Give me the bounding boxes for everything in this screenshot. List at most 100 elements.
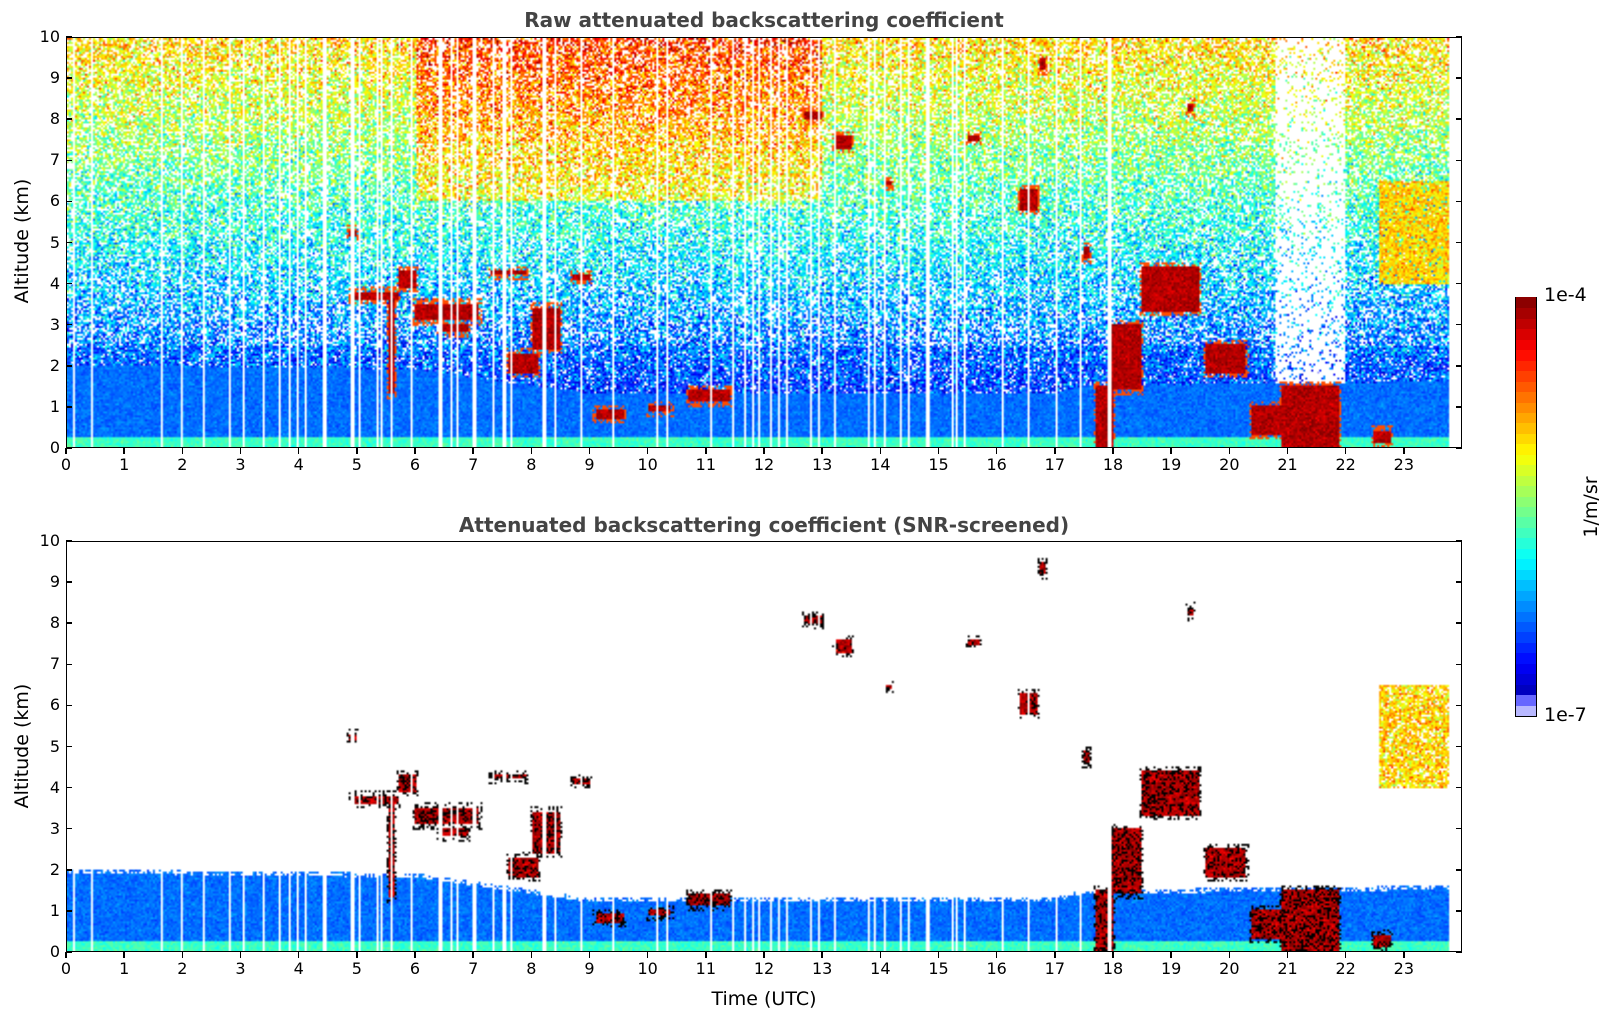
screened-backscatter-heatmap	[66, 541, 1462, 952]
plot1-title: Raw attenuated backscattering coefficien…	[524, 8, 1004, 32]
x-tick-label: 8	[526, 959, 537, 978]
y-tick-mark	[66, 406, 72, 408]
plot2-xlabel: Time (UTC)	[711, 988, 817, 1010]
y-tick-label: 8	[49, 109, 60, 129]
colorbar-segment	[1516, 328, 1536, 340]
x-tick-mark	[297, 952, 300, 958]
x-tick-label: 22	[1335, 959, 1356, 978]
x-tick-label: 12	[753, 455, 775, 474]
y-tick-label: 10	[39, 27, 60, 46]
y-tick-label: 5	[49, 736, 60, 756]
y-tick-label: 6	[49, 695, 60, 715]
y-tick-mark	[1456, 745, 1462, 748]
x-tick-label: 4	[293, 455, 304, 474]
y-tick-mark	[66, 159, 72, 162]
x-tick-label: 6	[409, 455, 421, 474]
colorbar-min-label: 1e-7	[1544, 704, 1587, 726]
y-tick-mark	[66, 581, 72, 583]
y-tick-mark	[66, 910, 72, 912]
x-tick-mark	[879, 952, 882, 958]
x-tick-mark	[181, 952, 184, 958]
colorbar-segment	[1516, 422, 1536, 434]
x-tick-label: 23	[1393, 959, 1414, 978]
x-tick-label: 14	[870, 959, 891, 978]
x-tick-mark	[763, 448, 765, 454]
y-tick-mark	[1456, 447, 1462, 449]
x-tick-mark	[1054, 952, 1056, 958]
colorbar-segment	[1516, 704, 1536, 716]
colorbar-segment	[1516, 672, 1536, 685]
y-tick-mark	[1456, 200, 1462, 203]
y-tick-mark	[66, 282, 72, 285]
x-tick-label: 2	[177, 455, 188, 474]
y-tick-mark	[1456, 36, 1462, 38]
colorbar-max-label: 1e-4	[1544, 284, 1587, 306]
y-tick-label: 1	[49, 900, 60, 920]
x-tick-mark	[1286, 952, 1289, 958]
x-tick-label: 9	[584, 959, 595, 978]
y-tick-label: 10	[39, 531, 60, 550]
y-tick-mark	[66, 118, 72, 120]
x-tick-label: 4	[293, 959, 304, 978]
y-tick-mark	[66, 540, 72, 542]
x-tick-label: 20	[1219, 959, 1240, 978]
y-tick-mark	[1456, 704, 1462, 707]
y-tick-mark	[1456, 622, 1462, 624]
x-tick-mark	[705, 448, 707, 454]
x-tick-label: 17	[1044, 959, 1065, 978]
y-tick-label: 0	[49, 438, 60, 457]
x-tick-label: 3	[235, 959, 246, 978]
x-tick-mark	[1112, 952, 1114, 958]
x-tick-mark	[239, 448, 242, 454]
colorbar-segment	[1516, 558, 1536, 570]
x-tick-label: 11	[695, 959, 716, 978]
x-tick-label: 5	[351, 959, 362, 978]
x-tick-label: 12	[753, 959, 775, 978]
x-tick-label: 13	[811, 455, 833, 474]
x-tick-mark	[1228, 952, 1231, 958]
x-tick-label: 0	[60, 455, 72, 474]
x-tick-label: 13	[811, 959, 833, 978]
colorbar-segment	[1516, 693, 1536, 706]
x-tick-mark	[472, 448, 474, 454]
y-tick-mark	[66, 951, 72, 953]
x-tick-label: 17	[1044, 455, 1065, 474]
colorbar-segment	[1516, 578, 1536, 591]
plot2-title: Attenuated backscattering coefficient (S…	[458, 513, 1070, 537]
colorbar-segment	[1516, 463, 1536, 476]
colorbar-segment	[1516, 589, 1536, 602]
colorbar-segment	[1516, 432, 1536, 445]
y-tick-mark	[66, 622, 72, 624]
colorbar-segment	[1516, 505, 1536, 518]
x-tick-label: 8	[526, 455, 537, 474]
x-tick-label: 22	[1335, 455, 1356, 474]
colorbar-segment	[1516, 495, 1536, 507]
x-tick-mark	[356, 448, 358, 454]
y-tick-label: 3	[49, 314, 60, 334]
x-tick-mark	[356, 952, 358, 958]
colorbar-segment	[1516, 359, 1536, 372]
y-tick-label: 5	[49, 232, 60, 252]
colorbar-segment	[1516, 516, 1536, 528]
raw-heatmap-canvas	[67, 38, 1461, 447]
y-tick-label: 4	[49, 273, 60, 293]
x-tick-label: 19	[1160, 455, 1182, 474]
x-tick-label: 11	[695, 455, 716, 474]
x-tick-label: 20	[1219, 455, 1240, 474]
x-tick-mark	[1228, 448, 1231, 454]
colorbar-segment	[1516, 568, 1536, 581]
y-tick-label: 3	[49, 818, 60, 838]
y-tick-mark	[1456, 869, 1462, 871]
y-tick-mark	[66, 704, 72, 707]
x-tick-label: 18	[1102, 455, 1124, 474]
y-tick-mark	[66, 869, 72, 871]
colorbar-segment	[1516, 307, 1536, 319]
colorbar-segment	[1516, 317, 1536, 330]
x-tick-label: 7	[468, 959, 479, 978]
x-tick-mark	[1403, 448, 1405, 454]
x-tick-mark	[65, 952, 67, 958]
x-tick-label: 2	[177, 959, 188, 978]
y-tick-mark	[1456, 282, 1462, 285]
x-tick-mark	[123, 952, 125, 958]
x-tick-label: 16	[986, 959, 1007, 978]
